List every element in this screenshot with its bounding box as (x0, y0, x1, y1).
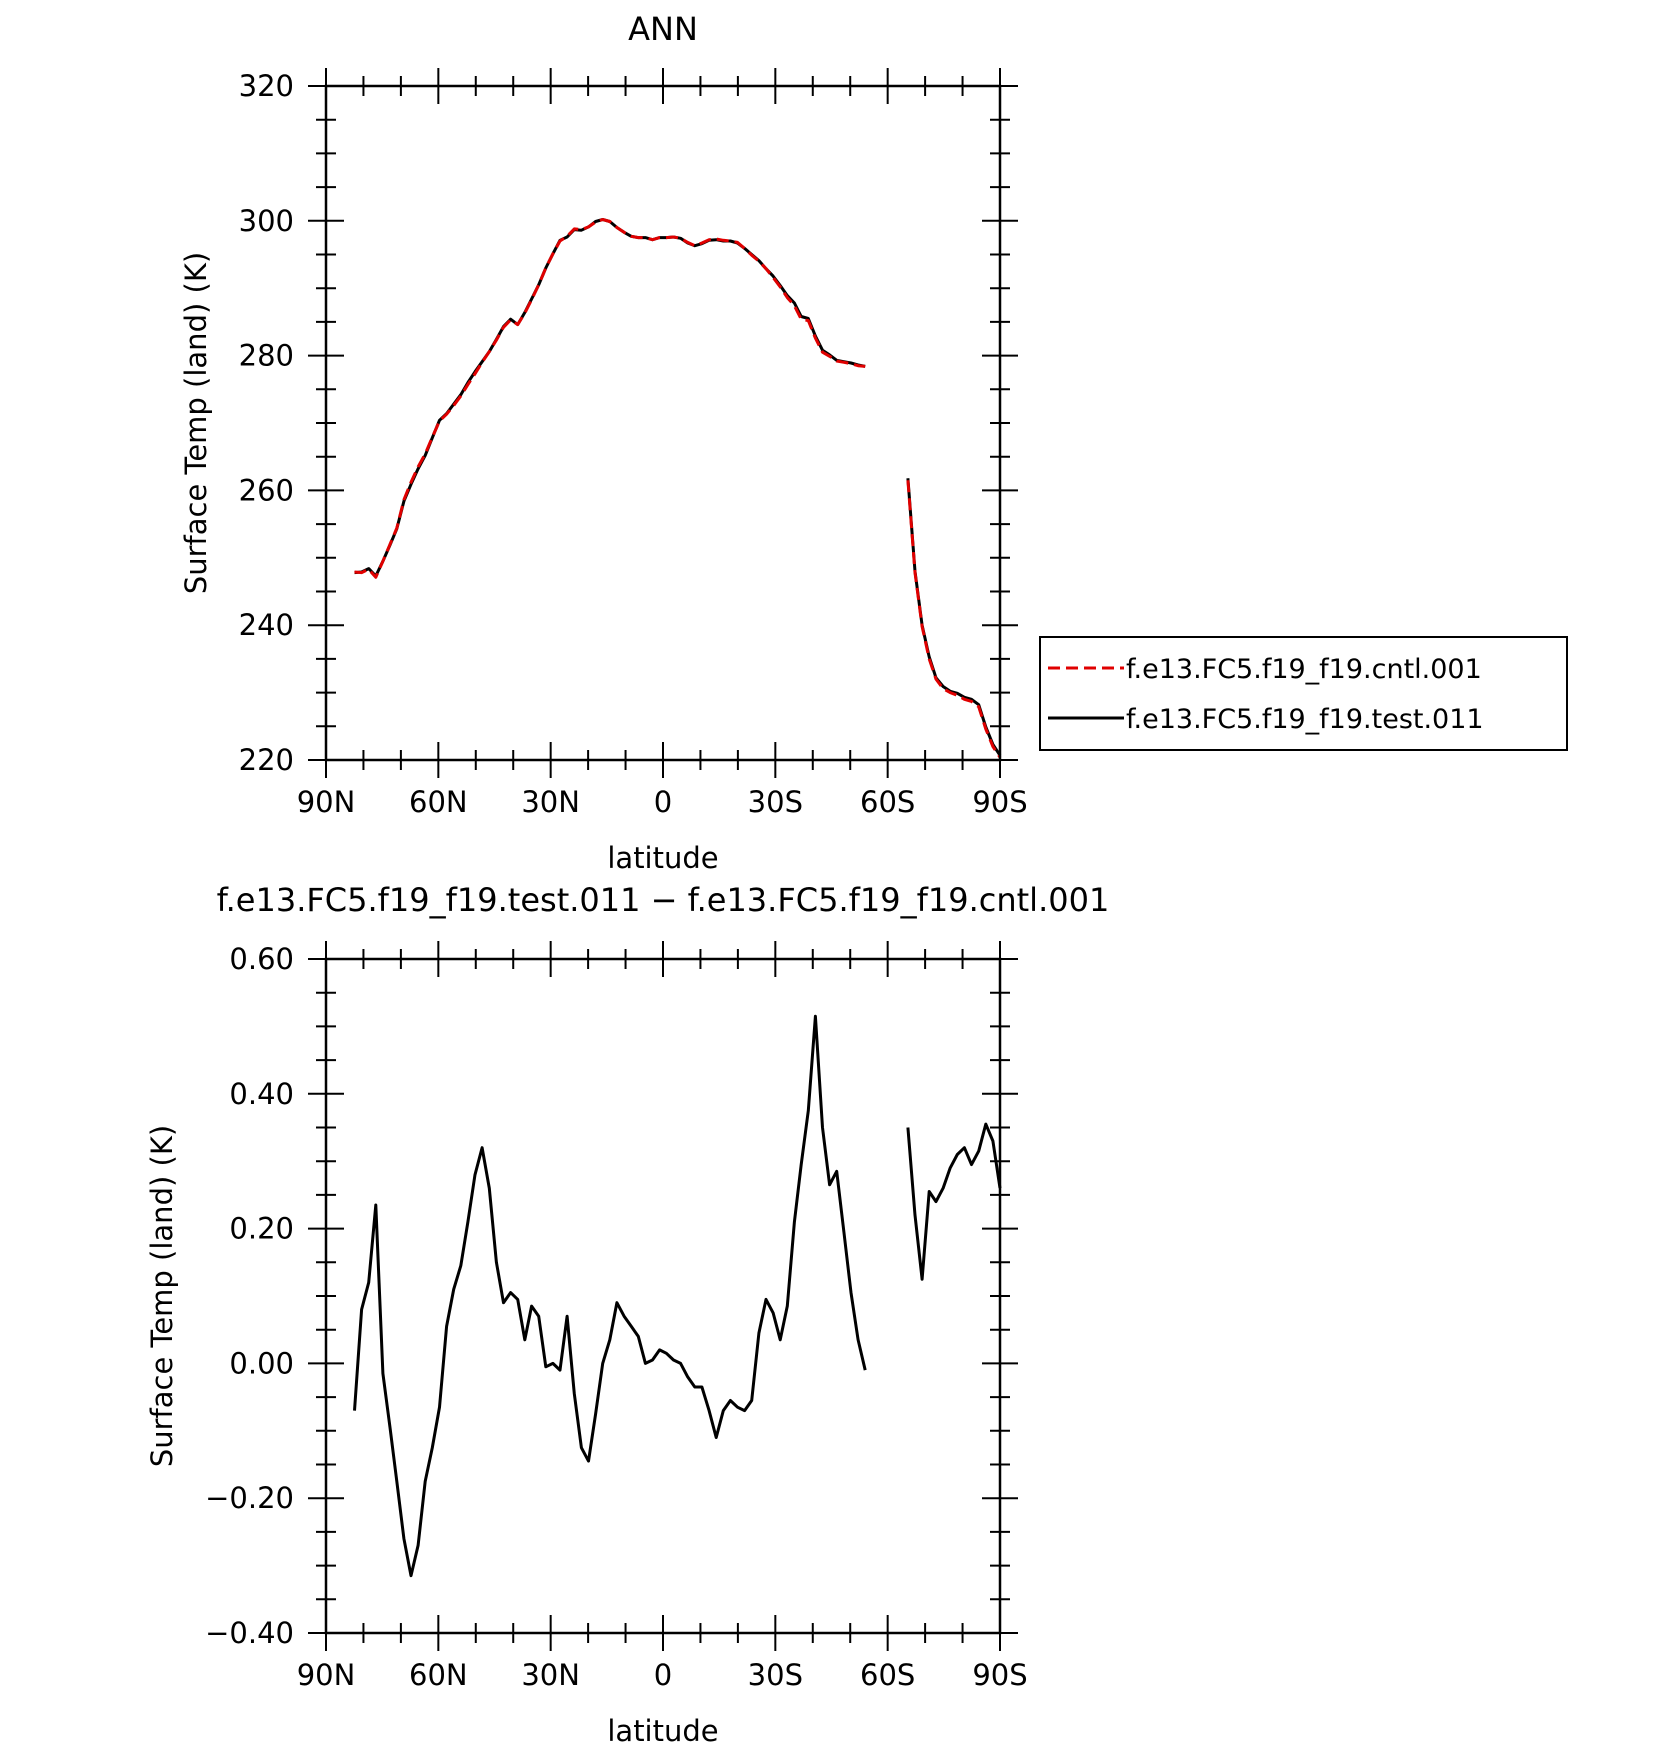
plot-frame (324, 957, 1002, 1635)
y-tick-label: −0.20 (205, 1481, 294, 1515)
series-line-difference-seg0 (353, 1014, 867, 1578)
y-tick-label: 220 (239, 743, 294, 777)
legend: f.e13.FC5.f19_f19.cntl.001 f.e13.FC5.f19… (1039, 636, 1568, 751)
x-tick-label: 60N (409, 785, 468, 819)
x-tick-label: 30S (748, 785, 803, 819)
plot-frame (324, 84, 1002, 762)
x-tick-label: 30S (748, 1658, 803, 1692)
x-axis-label: latitude (607, 1714, 718, 1747)
legend-label-test: f.e13.FC5.f19_f19.test.011 (1126, 704, 1484, 735)
x-tick-label: 60S (860, 785, 915, 819)
legend-label-cntl: f.e13.FC5.f19_f19.cntl.001 (1126, 654, 1482, 685)
y-tick-label: 280 (239, 339, 294, 373)
y-tick-label: 240 (239, 608, 294, 642)
x-tick-label: 90S (972, 785, 1027, 819)
y-axis-label: Surface Temp (land) (K) (179, 252, 213, 594)
y-tick-label: 0.60 (229, 942, 294, 976)
x-tick-label: 0 (654, 1658, 672, 1692)
y-tick-label: 0.20 (229, 1212, 294, 1246)
x-tick-label: 60N (409, 1658, 468, 1692)
x-tick-label: 60S (860, 1658, 915, 1692)
x-tick-label: 90N (297, 1658, 356, 1692)
series-line-f-e13-fc5-f19-f19-test-011-seg0 (354, 218, 866, 578)
series-line-f-e13-fc5-f19-f19-cntl-001-seg1 (906, 480, 1002, 759)
y-tick-label: 300 (239, 204, 294, 238)
y-tick-label: −0.40 (205, 1616, 294, 1650)
y-tick-label: 0.40 (229, 1077, 294, 1111)
x-tick-label: 90S (972, 1658, 1027, 1692)
y-tick-label: 0.00 (229, 1346, 294, 1380)
x-tick-label: 0 (654, 785, 672, 819)
series-line-difference-seg1 (906, 1122, 1002, 1281)
legend-box (1039, 636, 1568, 751)
y-tick-label: 260 (239, 473, 294, 507)
x-axis-label: latitude (607, 841, 718, 875)
y-tick-label: 320 (239, 69, 294, 103)
y-axis-label: Surface Temp (land) (K) (145, 1125, 179, 1467)
chart-title: ANN (628, 10, 698, 48)
x-tick-label: 30N (521, 785, 580, 819)
series-line-f-e13-fc5-f19-f19-cntl-001-seg0 (354, 218, 866, 579)
x-tick-label: 90N (297, 785, 356, 819)
chart-annual-surface-temp: ANN 220 240 260 280 300 320 90N 60N 30N 0 30S 60S 9… (179, 10, 1568, 875)
chart-title: f.e13.FC5.f19_f19.test.011 − f.e13.FC5.f… (217, 881, 1110, 919)
x-tick-label: 30N (521, 1658, 580, 1692)
chart-difference: f.e13.FC5.f19_f19.test.011 − f.e13.FC5.f… (145, 881, 1109, 1747)
